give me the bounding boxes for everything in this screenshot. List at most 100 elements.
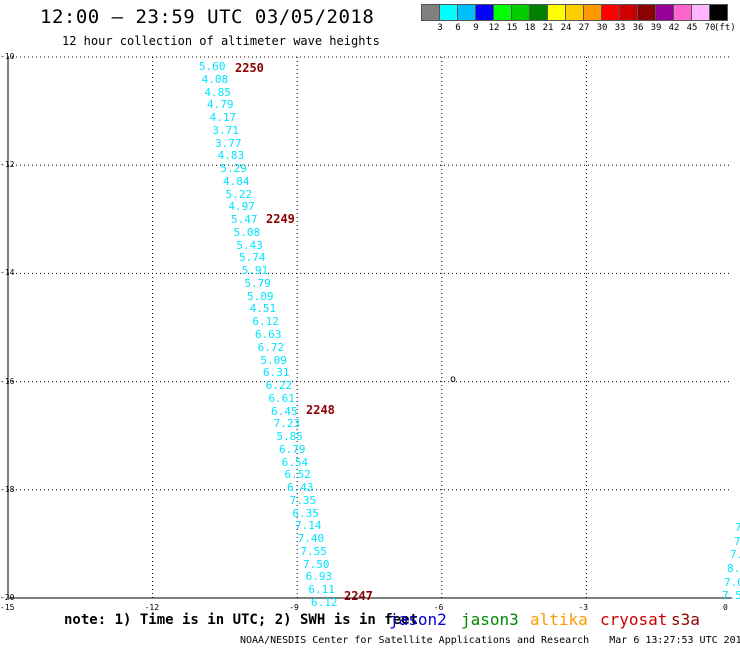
wave-height-value: 7.5 <box>722 589 740 602</box>
colorbar-swatch <box>547 4 566 21</box>
wave-height-value: 7.35 <box>289 493 317 507</box>
wave-height-value: 6.11 <box>308 583 335 597</box>
wave-height-value: 6.93 <box>305 570 333 584</box>
colorbar-swatch <box>601 4 620 21</box>
latitude-label: -14 <box>0 268 15 278</box>
wave-height-value: 7.55 <box>300 544 327 558</box>
longitude-label: -3 <box>578 603 589 612</box>
wave-height-value: 5.85 <box>276 430 303 444</box>
note-text: note: 1) Time is in UTC; 2) SWH is in fe… <box>64 612 419 628</box>
latitude-label: -12 <box>0 160 15 170</box>
colorbar-label: 6 <box>455 23 461 33</box>
wave-height-value: 4.84 <box>223 174 250 188</box>
longitude-label: 0 <box>723 603 728 612</box>
colorbar-label: 36 <box>632 23 644 33</box>
map-title: 12:00 – 23:59 UTC 03/05/2018 <box>40 6 375 28</box>
longitude-label: -15 <box>0 603 15 612</box>
colorbar-label: 42 <box>668 23 680 33</box>
island-marker: o <box>450 374 457 385</box>
colorbar-swatch <box>475 4 494 21</box>
colorbar-label: 45 <box>686 23 698 33</box>
wave-height-value: 6.12 <box>252 315 279 329</box>
longitude-label: -6 <box>433 603 444 612</box>
footer-timestamp: Mar 6 13:27:53 UTC 2018 <box>609 635 740 646</box>
pass-id-label: 2247 <box>344 589 373 603</box>
wave-height-value: 4.79 <box>207 98 234 112</box>
longitude-label: -12 <box>144 603 160 612</box>
wave-height-value: 4.85 <box>204 85 231 99</box>
wave-height-value: 6.43 <box>287 481 314 495</box>
wave-height-value: 6.45 <box>271 404 298 418</box>
colorbar-label: 30 <box>596 23 608 33</box>
wave-height-value: 5.09 <box>260 353 287 367</box>
wave-height-value: 8. <box>727 562 740 575</box>
colorbar-swatch <box>709 4 728 21</box>
wave-height-value: 5.22 <box>225 187 253 201</box>
colorbar-label: 33 <box>614 23 626 33</box>
wave-height-value: 6.12 <box>311 596 338 609</box>
wave-height-value: 7.14 <box>295 519 322 533</box>
colorbar-label: 70 <box>704 23 716 33</box>
legend-s3a: s3a <box>671 610 700 629</box>
colorbar-label: 39 <box>650 23 662 33</box>
wave-height-value: 7.50 <box>303 557 330 571</box>
wave-height-value: 5.60 <box>199 60 226 73</box>
wave-height-value: 6.72 <box>257 340 285 354</box>
wave-height-value: 5.09 <box>247 289 274 303</box>
wave-height-value: 7.23 <box>273 417 301 431</box>
wave-height-value: 3.77 <box>215 136 242 150</box>
pass-id-label: 2248 <box>306 403 335 417</box>
wave-height-value: 5.91 <box>241 264 269 278</box>
colorbar-label: 24 <box>560 23 572 33</box>
colorbar-swatch <box>493 4 512 21</box>
wave-height-value: 5.43 <box>236 238 263 252</box>
colorbar-label: 3 <box>437 23 443 33</box>
wave-height-value: 7 <box>734 535 740 548</box>
wave-height-value: 4.08 <box>201 72 229 86</box>
latitude-label: -16 <box>0 376 15 386</box>
footer: NOAA/NESDIS Center for Satellite Applica… <box>240 635 740 646</box>
colorbar-swatch <box>439 4 458 21</box>
longitude-label: -9 <box>289 603 299 612</box>
wave-height-value: 5.79 <box>244 276 271 290</box>
colorbar-label: 27 <box>578 23 590 33</box>
wave-height-value: 4.97 <box>228 200 255 214</box>
colorbar-swatch <box>421 4 440 21</box>
legend-cryosat: cryosat <box>600 610 668 629</box>
wave-height-value: 6.35 <box>292 506 319 520</box>
wave-height-value: 3.71 <box>212 123 239 137</box>
colorbar-label: 12 <box>488 23 500 33</box>
pass-id-label: 2250 <box>235 61 264 75</box>
wave-height-value: 4.51 <box>249 302 277 316</box>
legend-altika: altika <box>530 610 588 629</box>
colorbar-swatch <box>511 4 530 21</box>
wave-height-value: 7.0 <box>724 576 740 589</box>
footer-credit: NOAA/NESDIS Center for Satellite Applica… <box>240 635 590 646</box>
wave-height-value: 6.31 <box>263 366 290 380</box>
colorbar-unit: (ft) <box>714 23 736 33</box>
wave-height-value: 7.40 <box>297 532 325 546</box>
wave-height-value: 6.54 <box>281 455 309 469</box>
wave-height-value: 4.17 <box>209 111 237 125</box>
wave-height-value: 5.74 <box>239 251 266 265</box>
colorbar-swatch <box>583 4 602 21</box>
colorbar-swatch <box>637 4 656 21</box>
map-subtitle: 12 hour collection of altimeter wave hei… <box>62 34 380 48</box>
colorbar-label: 15 <box>506 23 518 33</box>
wave-height-value: 6.22 <box>265 379 293 393</box>
colorbar-swatch <box>673 4 692 21</box>
colorbar-swatch <box>457 4 476 21</box>
colorbar-swatch <box>691 4 710 21</box>
latitude-label: -10 <box>0 52 15 61</box>
wave-height-value: 6.79 <box>279 442 306 456</box>
colorbar-label: 9 <box>473 23 479 33</box>
colorbar-swatch <box>655 4 674 21</box>
wave-height-value: 6.63 <box>255 328 282 341</box>
colorbar-swatch <box>529 4 548 21</box>
colorbar-label: 18 <box>524 23 536 33</box>
colorbar-swatch <box>619 4 638 21</box>
pass-id-label: 2249 <box>266 212 295 226</box>
wave-height-value: 7. <box>730 548 740 561</box>
colorbar-label: 21 <box>542 23 554 33</box>
wave-height-value: 5.47 <box>231 213 258 227</box>
